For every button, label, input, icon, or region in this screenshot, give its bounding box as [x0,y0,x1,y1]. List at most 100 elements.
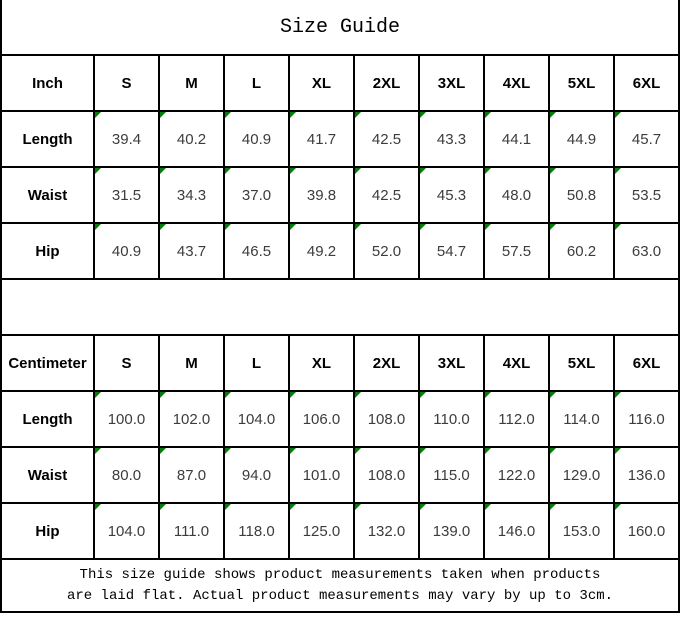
cell-text: 104.0 [237,410,276,428]
cell-text: 63.0 [631,242,662,260]
cell-flag-triangle-icon [550,168,556,174]
cell-flag-triangle-icon [615,224,621,230]
size-header-cell: S [95,336,158,390]
cell-flag-triangle-icon [550,112,556,118]
cell-text: 136.0 [627,466,666,484]
cell-text: 44.1 [501,130,532,148]
cell-text: 52.0 [371,242,402,260]
cell-flag-triangle-icon [160,504,166,510]
cell-flag-triangle-icon [550,224,556,230]
value-cell: 45.3 [420,168,483,222]
value-cell: 136.0 [615,448,678,502]
value-cell: 102.0 [160,392,223,446]
cell-text: 45.3 [436,186,467,204]
row-label-cell: Waist [2,448,93,502]
cell-text: 40.9 [241,130,272,148]
cell-flag-triangle-icon [225,112,231,118]
cell-flag-triangle-icon [355,168,361,174]
value-cell: 100.0 [95,392,158,446]
cell-flag-triangle-icon [160,112,166,118]
size-header-cell: 6XL [615,56,678,110]
cell-text: 49.2 [306,242,337,260]
cell-flag-triangle-icon [615,392,621,398]
cell-text: 153.0 [562,522,601,540]
value-cell: 101.0 [290,448,353,502]
value-cell: 41.7 [290,112,353,166]
cell-text: 6XL [632,74,661,92]
cell-flag-triangle-icon [355,392,361,398]
cell-text: 39.8 [306,186,337,204]
cell-flag-triangle-icon [160,168,166,174]
value-cell: 45.7 [615,112,678,166]
value-cell: 54.7 [420,224,483,278]
value-cell: 39.8 [290,168,353,222]
value-cell: 139.0 [420,504,483,558]
cell-flag-triangle-icon [550,392,556,398]
value-cell: 115.0 [420,448,483,502]
size-header-cell: 4XL [485,336,548,390]
cell-text: 45.7 [631,130,662,148]
size-header-cell: L [225,56,288,110]
cell-text: 102.0 [172,410,211,428]
cell-text: 132.0 [367,522,406,540]
page-title: Size Guide [279,15,401,39]
cell-text: Length [22,410,73,428]
value-cell: 37.0 [225,168,288,222]
cell-text: 5XL [567,74,596,92]
size-header-cell: 5XL [550,336,613,390]
value-cell: 116.0 [615,392,678,446]
cell-text: M [185,74,198,92]
cell-flag-triangle-icon [355,448,361,454]
value-cell: 108.0 [355,392,418,446]
cell-text: 4XL [502,74,531,92]
size-header-cell: M [160,56,223,110]
cell-text: 129.0 [562,466,601,484]
cell-text: 104.0 [107,522,146,540]
cell-flag-triangle-icon [290,392,296,398]
value-cell: 94.0 [225,448,288,502]
cell-flag-triangle-icon [615,168,621,174]
cell-text: 3XL [437,354,466,372]
value-cell: 110.0 [420,392,483,446]
cell-text: 48.0 [501,186,532,204]
size-header-cell: 5XL [550,56,613,110]
value-cell: 57.5 [485,224,548,278]
cell-text: 60.2 [566,242,597,260]
value-cell: 153.0 [550,504,613,558]
value-cell: 40.2 [160,112,223,166]
value-cell: 31.5 [95,168,158,222]
size-header-cell: XL [290,56,353,110]
cell-text: S [121,354,132,372]
cell-flag-triangle-icon [485,112,491,118]
cell-text: L [251,354,262,372]
row-label-cell: Length [2,112,93,166]
row-label-cell: Hip [2,224,93,278]
value-cell: 146.0 [485,504,548,558]
cell-flag-triangle-icon [225,168,231,174]
size-header-cell: S [95,56,158,110]
value-cell: 40.9 [95,224,158,278]
cell-text: 116.0 [628,410,665,428]
cell-flag-triangle-icon [615,448,621,454]
size-header-cell: 2XL [355,336,418,390]
size-header-cell: 2XL [355,56,418,110]
cell-text: 43.3 [436,130,467,148]
cell-text: 2XL [372,74,401,92]
cell-text: 106.0 [302,410,341,428]
cell-text: Centimeter [8,354,87,372]
value-cell: 104.0 [225,392,288,446]
cell-flag-triangle-icon [485,224,491,230]
size-header-cell: 3XL [420,56,483,110]
cell-flag-triangle-icon [485,168,491,174]
cell-text: 100.0 [107,410,146,428]
cell-flag-triangle-icon [355,224,361,230]
cell-text: 112.0 [498,410,535,428]
cell-flag-triangle-icon [485,392,491,398]
value-cell: 44.9 [550,112,613,166]
value-cell: 42.5 [355,112,418,166]
cell-text: 160.0 [627,522,666,540]
cell-flag-triangle-icon [225,448,231,454]
cell-text: 31.5 [111,186,142,204]
cell-flag-triangle-icon [160,392,166,398]
cell-flag-triangle-icon [420,504,426,510]
